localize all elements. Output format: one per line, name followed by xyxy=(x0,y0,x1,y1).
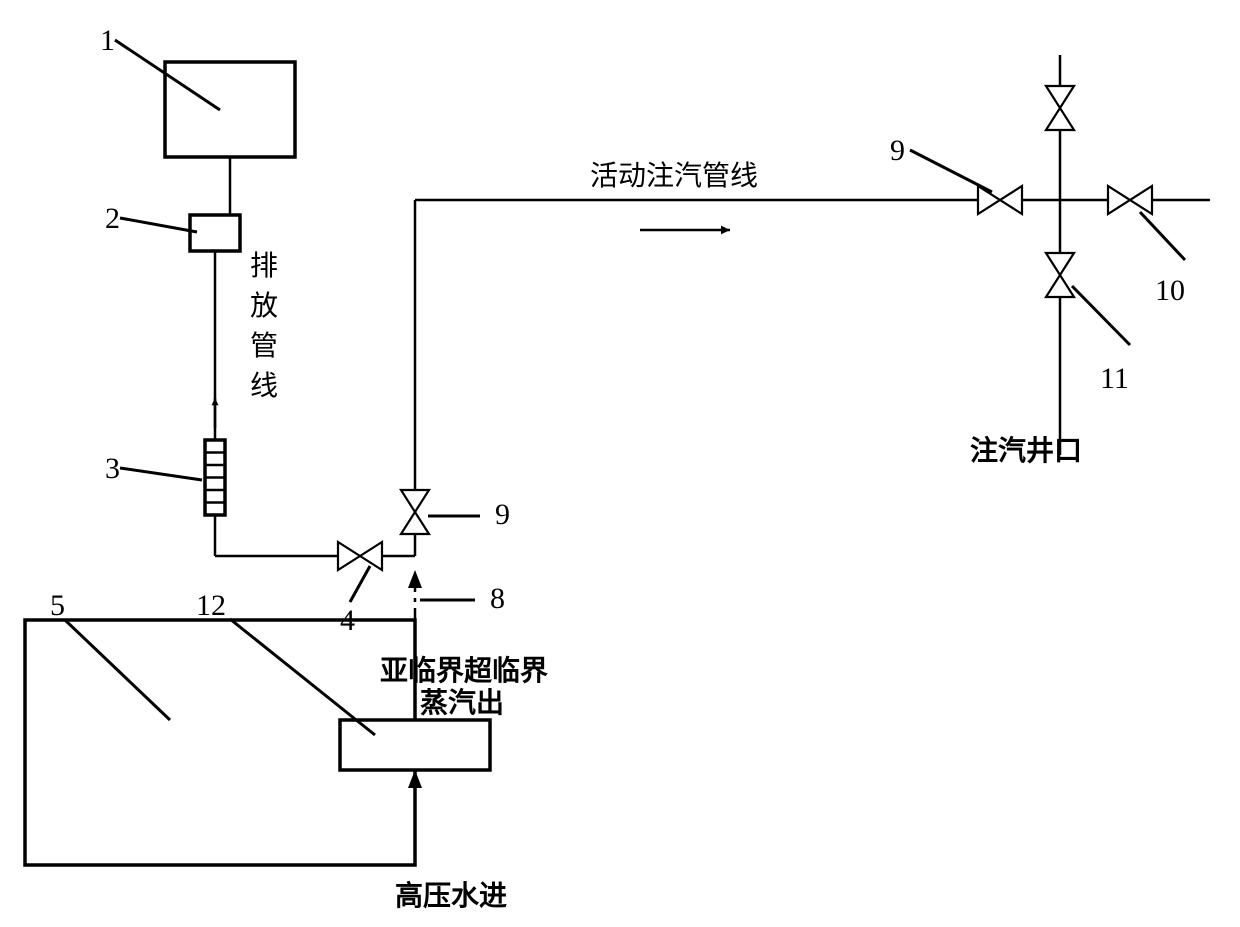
label-n9-lower: 9 xyxy=(495,498,510,531)
label-n1: 1 xyxy=(100,24,115,57)
leader-l11 xyxy=(1072,286,1130,345)
label-n4: 4 xyxy=(340,604,355,637)
label-discharge-line-0: 排 xyxy=(250,250,278,282)
label-n8: 8 xyxy=(490,582,505,615)
leader-l4 xyxy=(350,566,370,602)
valve-10 xyxy=(1108,186,1152,214)
valve-11 xyxy=(1046,253,1074,297)
valve-cross-top xyxy=(1046,86,1074,130)
filter-element xyxy=(205,440,225,515)
label-discharge-line-2: 管 xyxy=(250,330,278,362)
tank-box xyxy=(165,62,295,157)
label-n10: 10 xyxy=(1155,274,1185,307)
label-steam-out-2: 蒸汽出 xyxy=(420,687,504,718)
label-n9-cross: 9 xyxy=(890,134,905,167)
leader-l10 xyxy=(1140,212,1185,260)
label-n3: 3 xyxy=(105,452,120,485)
leader-l9b xyxy=(910,150,992,192)
label-n2: 2 xyxy=(105,202,120,235)
label-wellhead: 注汽井口 xyxy=(970,434,1082,466)
label-n12: 12 xyxy=(196,589,226,622)
label-discharge-line-3: 线 xyxy=(250,370,278,402)
label-hp-water-in: 高压水进 xyxy=(395,880,507,911)
label-discharge-line-1: 放 xyxy=(250,290,278,322)
label-n5: 5 xyxy=(50,589,65,622)
valve-9-cross xyxy=(978,186,1022,214)
meter-box xyxy=(190,215,240,251)
outlet-box xyxy=(340,720,490,770)
valve-4 xyxy=(338,542,382,570)
leader-l3 xyxy=(120,468,202,480)
valve-9-lower xyxy=(401,490,429,534)
leader-l2 xyxy=(120,218,197,232)
label-n11: 11 xyxy=(1100,362,1129,395)
label-movable-line: 活动注汽管线 xyxy=(590,160,758,192)
label-steam-out-1: 亚临界超临界 xyxy=(380,654,548,686)
